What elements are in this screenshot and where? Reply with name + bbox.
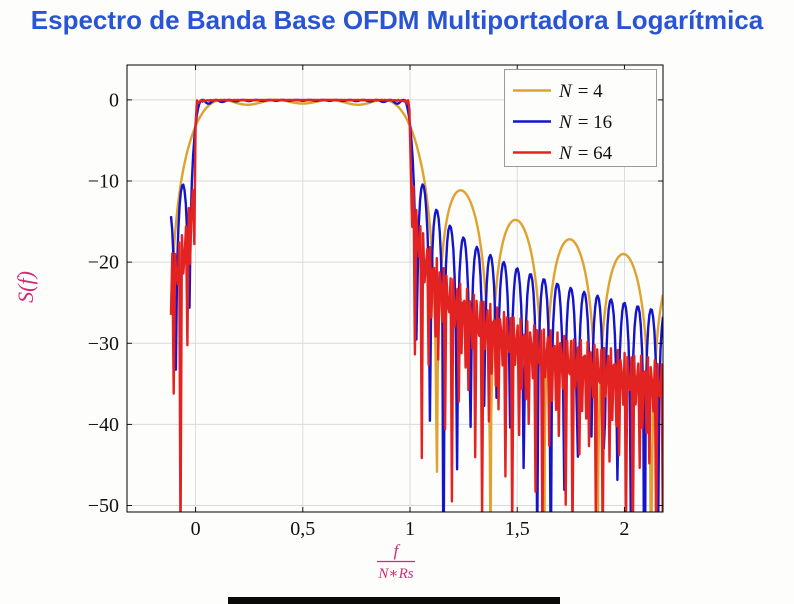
- legend-label-n64: N = 64: [558, 143, 613, 164]
- bottom-strip: [228, 597, 560, 604]
- y-tick-label-30: −30: [88, 333, 119, 355]
- chart-title: Espectro de Banda Base OFDM Multiportado…: [31, 5, 764, 35]
- x-tick-label-2: 2: [619, 518, 629, 540]
- x-tick-label-0: 0: [191, 518, 201, 540]
- series-line-n64: [169, 98, 663, 512]
- y-axis-label: S(f): [13, 271, 38, 303]
- x-tick-label-15: 1,5: [505, 518, 530, 540]
- x-axis-label-denominator: N∗Rs: [377, 566, 413, 582]
- legend-entry-n4: N = 4: [513, 81, 603, 102]
- y-tick-label-40: −40: [88, 414, 119, 436]
- legend-label-n4: N = 4: [558, 81, 603, 102]
- series-line-n16: [169, 98, 663, 512]
- legend-entry-n16: N = 16: [513, 112, 612, 133]
- legend-label-n16: N = 16: [558, 112, 612, 133]
- x-tick-label-1: 1: [405, 518, 415, 540]
- legend: N = 4 N = 16 N = 64: [504, 69, 657, 167]
- axis-ticks: [127, 65, 663, 512]
- y-tick-label-0: 0: [109, 90, 119, 112]
- series-line-n4: [169, 98, 663, 512]
- legend-box: [504, 69, 657, 167]
- y-tick-label-10: −10: [88, 171, 119, 193]
- series-curves: [169, 98, 663, 512]
- y-tick-label-50: −50: [88, 495, 119, 517]
- x-tick-label-05: 0,5: [290, 518, 315, 540]
- x-axis-label: f N∗Rs: [377, 541, 415, 582]
- plot-border: [126, 64, 664, 513]
- legend-entry-n64: N = 64: [513, 143, 613, 164]
- x-axis-label-numerator: f: [394, 541, 401, 560]
- y-tick-label-20: −20: [88, 252, 119, 274]
